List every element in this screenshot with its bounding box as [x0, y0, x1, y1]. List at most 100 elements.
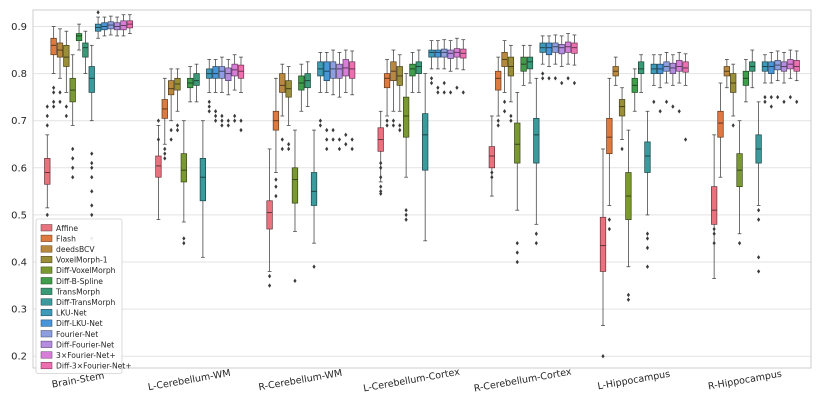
legend-swatch [40, 287, 53, 295]
outlier-point [45, 104, 49, 109]
box-4-7 [415, 49, 422, 93]
box-iqr [711, 186, 718, 225]
box-iqr [225, 67, 232, 82]
legend-label: Diff-TransMorph [56, 298, 115, 307]
box-7-9 [761, 54, 769, 105]
outlier-point [534, 240, 538, 246]
outlier-point [344, 142, 348, 147]
box-iqr [279, 73, 286, 93]
box-2-2 [161, 77, 168, 161]
legend-swatch [40, 234, 53, 242]
outlier-point [572, 80, 577, 86]
outlier-point [207, 104, 211, 109]
legend-box [35, 218, 123, 374]
box-iqr [428, 49, 435, 58]
box-iqr [768, 61, 775, 74]
box-iqr [606, 117, 613, 155]
outlier-point [233, 113, 237, 119]
box-5-8 [533, 77, 540, 246]
x-category-label: L-Hippocampus [597, 369, 671, 393]
outlier-point [280, 146, 284, 152]
box-5-5 [514, 92, 521, 265]
box-1-9 [94, 10, 102, 39]
box-2-7 [193, 63, 200, 103]
legend-swatch [40, 340, 53, 348]
outlier-point [429, 80, 434, 86]
outlier-point [502, 109, 507, 114]
box-6-10 [657, 54, 664, 114]
outlier-point [776, 94, 780, 100]
box-iqr [495, 70, 502, 91]
outlier-point [90, 151, 94, 156]
box-2-6 [187, 66, 194, 103]
box-iqr [383, 73, 391, 89]
outlier-point [331, 137, 335, 142]
legend-label: LKU-Net [56, 309, 87, 318]
y-tick-label: 0.5 [11, 210, 27, 221]
outlier-point [182, 236, 186, 241]
outlier-point [509, 118, 513, 123]
box-7-11 [774, 50, 781, 100]
outlier-point [436, 85, 440, 90]
outlier-point [677, 109, 681, 114]
box-4-1 [377, 110, 384, 196]
outlier-point [664, 99, 669, 105]
outlier-point [52, 90, 56, 95]
box-5-9 [539, 35, 546, 81]
y-tick-label: 0.7 [11, 116, 27, 127]
outlier-point [541, 76, 545, 81]
box-6-14 [682, 53, 689, 142]
outlier-point [442, 80, 446, 86]
box-iqr [558, 44, 565, 55]
outlier-point [58, 99, 62, 105]
box-iqr [644, 141, 651, 173]
outlier-point [404, 207, 408, 213]
outlier-point [757, 217, 761, 222]
box-1-2 [50, 26, 57, 109]
outlier-point [58, 90, 62, 95]
box-7-1 [711, 134, 718, 279]
box-6-8 [644, 110, 651, 269]
outlier-point [712, 231, 716, 236]
y-tick-label: 0.4 [11, 258, 27, 269]
box-iqr [682, 61, 689, 73]
outlier-point [763, 99, 767, 105]
box-iqr [676, 60, 683, 72]
box-iqr [717, 110, 724, 138]
box-iqr [637, 61, 645, 74]
box-7-4 [730, 63, 737, 128]
outlier-point [213, 118, 218, 123]
box-4-6 [409, 51, 416, 93]
box-6-7 [637, 54, 645, 93]
box-4-13 [453, 37, 461, 90]
outlier-point [274, 193, 278, 199]
box-3-9 [317, 51, 324, 128]
outlier-point [391, 118, 396, 123]
outlier-point [96, 10, 100, 15]
outlier-point [436, 90, 440, 95]
outlier-point [515, 259, 519, 265]
box-1-1 [44, 104, 51, 218]
box-1-6 [75, 23, 83, 51]
box-1-11 [107, 15, 114, 36]
outlier-point [220, 123, 224, 128]
box-iqr [422, 113, 429, 171]
outlier-point [547, 76, 551, 81]
legend-label: Affine [56, 224, 78, 233]
legend-swatch [40, 319, 53, 327]
box-4-5 [402, 73, 410, 222]
outlier-point [71, 165, 75, 171]
box-3-5 [291, 129, 299, 284]
y-tick-labels: 0.2 0.3 0.4 0.5 0.6 0.7 0.8 0.9 [11, 22, 27, 363]
legend-swatch [40, 351, 53, 359]
outlier-point [763, 94, 767, 100]
x-category-labels: Brain-Stem L-Cerebellum-WM R-Cerebellum-WM… [51, 366, 783, 394]
box-iqr [291, 167, 299, 204]
outlier-point [163, 146, 167, 152]
outlier-point [385, 118, 389, 123]
outlier-point [45, 123, 49, 128]
outlier-point [379, 165, 383, 171]
box-7-7 [749, 49, 756, 89]
outlier-point [318, 118, 322, 123]
